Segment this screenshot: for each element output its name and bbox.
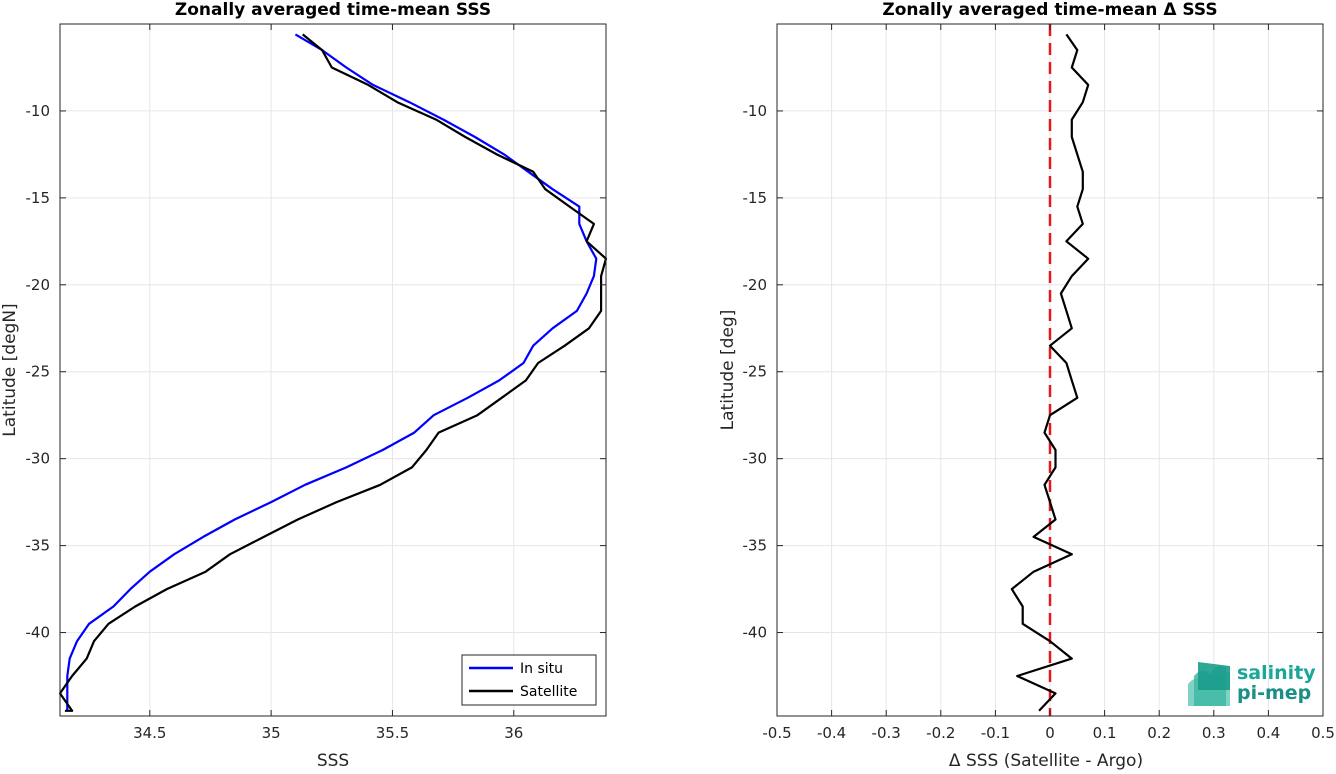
- y-tick-label: -40: [743, 624, 768, 642]
- left-grid: [60, 24, 606, 716]
- y-tick-label: -35: [26, 537, 51, 555]
- x-tick-label: 0: [1045, 724, 1055, 742]
- logo-wave-icon: [1188, 662, 1230, 706]
- legend: In situ Satellite: [461, 654, 597, 706]
- left-y-axis-label: Latitude [degN]: [0, 303, 20, 436]
- x-tick-label: 0.2: [1147, 724, 1171, 742]
- salinity-pi-mep-logo: salinity pi-mep: [1188, 662, 1316, 706]
- y-tick-label: -40: [26, 624, 51, 642]
- right-chart-title: Zonally averaged time-mean Δ SSS: [882, 0, 1217, 20]
- x-tick-label: 35: [262, 724, 281, 742]
- chart-right: -0.5 -0.4 -0.3 -0.2 -0.1 0 0.1 0.2 0.3 0.4 0.5 -40 -…: [718, 0, 1335, 771]
- left-ticks: 34.5 35 35.5 36 -40 -35 -30 -25 -20 -15 -10: [26, 24, 606, 742]
- legend-label-in-situ: In situ: [520, 661, 563, 677]
- y-tick-label: -30: [26, 450, 51, 468]
- x-tick-label: 34.5: [133, 724, 166, 742]
- right-y-axis-label: Latitude [deg]: [718, 310, 738, 431]
- left-x-axis-label: SSS: [317, 751, 349, 770]
- logo-line2: pi-mep: [1237, 682, 1311, 704]
- right-x-axis-label: Δ SSS (Satellite - Argo): [949, 751, 1143, 770]
- right-series: [1010, 24, 1090, 716]
- x-tick-label: 0.1: [1093, 724, 1117, 742]
- x-tick-label: 0.5: [1311, 724, 1335, 742]
- right-ticks: -0.5 -0.4 -0.3 -0.2 -0.1 0 0.1 0.2 0.3 0.4 0.5 -40 -…: [743, 24, 1335, 742]
- x-tick-label: -0.5: [762, 724, 791, 742]
- y-tick-label: -25: [743, 363, 768, 381]
- left-series: [58, 33, 608, 712]
- y-tick-label: -10: [26, 102, 51, 120]
- legend-box: [461, 654, 597, 706]
- left-chart-title: Zonally averaged time-mean SSS: [175, 0, 491, 20]
- y-tick-label: -20: [26, 276, 51, 294]
- series-line-satellite: [58, 33, 608, 712]
- x-tick-label: -0.3: [872, 724, 901, 742]
- x-tick-label: -0.1: [981, 724, 1010, 742]
- y-tick-label: -10: [743, 102, 768, 120]
- x-tick-label: 0.4: [1256, 724, 1280, 742]
- y-tick-label: -35: [743, 537, 768, 555]
- chart-left: 34.5 35 35.5 36 -40 -35 -30 -25 -20 -15 -10 Zonall…: [0, 0, 608, 771]
- legend-label-satellite: Satellite: [520, 684, 577, 700]
- x-tick-label: 35.5: [376, 724, 409, 742]
- y-tick-label: -30: [743, 450, 768, 468]
- y-tick-label: -15: [743, 189, 768, 207]
- x-tick-label: -0.2: [926, 724, 955, 742]
- x-tick-label: 0.3: [1202, 724, 1226, 742]
- x-tick-label: 36: [504, 724, 523, 742]
- y-tick-label: -15: [26, 189, 51, 207]
- logo-line1: salinity: [1237, 662, 1316, 684]
- y-tick-label: -25: [26, 363, 51, 381]
- series-line-delta-sss: [1010, 33, 1090, 712]
- x-tick-label: -0.4: [817, 724, 846, 742]
- y-tick-label: -20: [743, 276, 768, 294]
- series-line-in-situ: [66, 33, 598, 711]
